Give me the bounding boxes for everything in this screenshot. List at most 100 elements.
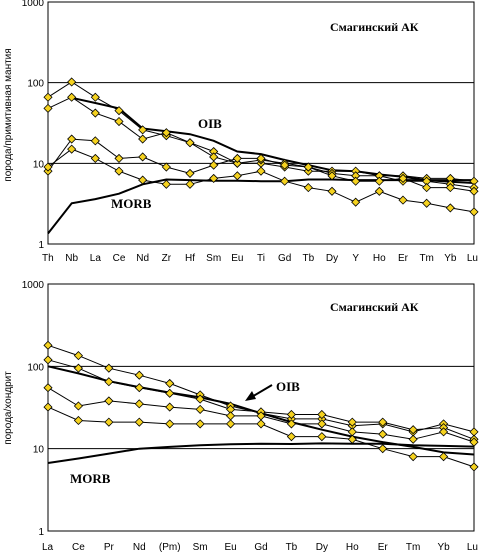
data-point bbox=[226, 419, 236, 429]
y-axis-label: порода/хондрит bbox=[3, 371, 14, 445]
x-tick-label: Hf bbox=[185, 253, 195, 264]
data-point bbox=[138, 175, 148, 185]
x-tick-label: Ho bbox=[346, 542, 359, 553]
x-tick-label: Lu bbox=[467, 253, 478, 264]
x-tick-label: Zr bbox=[162, 253, 172, 264]
data-point bbox=[408, 452, 418, 462]
x-tick-label: Tm bbox=[419, 253, 433, 264]
data-point bbox=[104, 417, 114, 427]
data-point bbox=[347, 417, 357, 427]
data-point bbox=[439, 452, 449, 462]
data-point bbox=[134, 399, 144, 409]
data-point bbox=[43, 92, 53, 102]
chart-primitive-mantle: 1 10 100 1000 Th Nb La Ce Nd Zr Hf Sm Eu Ti Gd Tb Dy Y Ho E… bbox=[3, 0, 479, 264]
data-point bbox=[256, 419, 266, 429]
data-point bbox=[73, 415, 83, 426]
data-point bbox=[104, 396, 114, 406]
x-tick-label: Tb bbox=[286, 542, 298, 553]
data-point bbox=[43, 402, 53, 412]
data-point bbox=[195, 394, 205, 404]
data-point bbox=[73, 363, 83, 373]
data-point bbox=[114, 116, 124, 127]
y-tick-label: 1 bbox=[38, 240, 44, 251]
x-tick-label: Pr bbox=[104, 542, 115, 553]
data-point bbox=[165, 419, 175, 429]
data-point bbox=[90, 108, 100, 118]
y-tick-label: 1 bbox=[38, 527, 44, 538]
reference-line-oib bbox=[71, 96, 475, 184]
data-point bbox=[43, 103, 53, 113]
data-point bbox=[90, 136, 100, 146]
x-tick-label: Ce bbox=[113, 253, 126, 264]
data-point bbox=[165, 402, 175, 412]
oib-arrowhead bbox=[245, 391, 256, 401]
data-point bbox=[256, 153, 266, 164]
y-tick-label: 10 bbox=[33, 159, 45, 170]
x-tick-label: Yb bbox=[444, 253, 457, 264]
series-label-oib: OIB bbox=[198, 116, 222, 131]
data-point bbox=[408, 425, 418, 435]
data-point bbox=[256, 166, 266, 176]
x-tick-label: Nd bbox=[133, 542, 146, 553]
data-point bbox=[469, 462, 479, 472]
data-point bbox=[134, 383, 144, 393]
x-tick-label: La bbox=[42, 542, 54, 553]
x-tick-label: (Pm) bbox=[159, 542, 181, 553]
data-point bbox=[209, 160, 219, 170]
data-point bbox=[469, 437, 479, 447]
x-tick-label: Tb bbox=[302, 253, 314, 264]
series-label-morb: MORB bbox=[70, 471, 111, 486]
data-point bbox=[73, 401, 83, 411]
data-point bbox=[185, 138, 195, 148]
data-point bbox=[317, 432, 327, 442]
data-point bbox=[195, 419, 205, 429]
data-point bbox=[185, 179, 195, 189]
data-point bbox=[327, 186, 337, 196]
x-tick-label: Tm bbox=[406, 542, 420, 553]
x-tick-label: Lu bbox=[467, 542, 478, 553]
data-point bbox=[351, 176, 361, 186]
data-point bbox=[43, 383, 53, 393]
y-tick-label: 100 bbox=[27, 79, 44, 90]
series-label-morb: MORB bbox=[111, 196, 152, 211]
data-point bbox=[469, 186, 479, 196]
x-tick-label: Nb bbox=[65, 253, 78, 264]
data-point bbox=[209, 173, 219, 183]
data-point bbox=[378, 444, 388, 454]
x-tick-label: La bbox=[90, 253, 102, 264]
data-point bbox=[422, 198, 432, 208]
data-point bbox=[67, 77, 77, 87]
data-point bbox=[43, 355, 53, 365]
data-point bbox=[43, 162, 53, 172]
data-point bbox=[138, 134, 148, 144]
data-point bbox=[73, 351, 83, 361]
data-point bbox=[378, 417, 388, 427]
data-point bbox=[374, 186, 384, 196]
x-tick-label: Nd bbox=[136, 253, 149, 264]
x-tick-label: Dy bbox=[326, 253, 338, 264]
data-point bbox=[422, 183, 432, 193]
x-tick-label: Dy bbox=[316, 542, 328, 553]
x-tick-label: Yb bbox=[437, 542, 450, 553]
data-point bbox=[67, 134, 77, 144]
data-point bbox=[161, 179, 171, 189]
data-point bbox=[286, 432, 296, 442]
data-point bbox=[286, 419, 296, 429]
x-tick-label: Eu bbox=[224, 542, 236, 553]
data-point bbox=[67, 92, 77, 102]
data-point bbox=[134, 417, 144, 427]
y-axis-label: порода/примитивная мантия bbox=[3, 48, 14, 181]
data-point bbox=[280, 160, 290, 170]
data-point bbox=[317, 419, 327, 429]
data-point bbox=[445, 183, 455, 193]
data-point bbox=[286, 409, 296, 420]
x-tick-label: Ho bbox=[373, 253, 386, 264]
data-point bbox=[138, 125, 148, 135]
data-point bbox=[398, 195, 408, 205]
data-point bbox=[398, 173, 408, 183]
data-point bbox=[165, 378, 175, 388]
data-point bbox=[67, 144, 77, 154]
x-tick-label: Er bbox=[398, 253, 409, 264]
data-point bbox=[104, 363, 114, 373]
